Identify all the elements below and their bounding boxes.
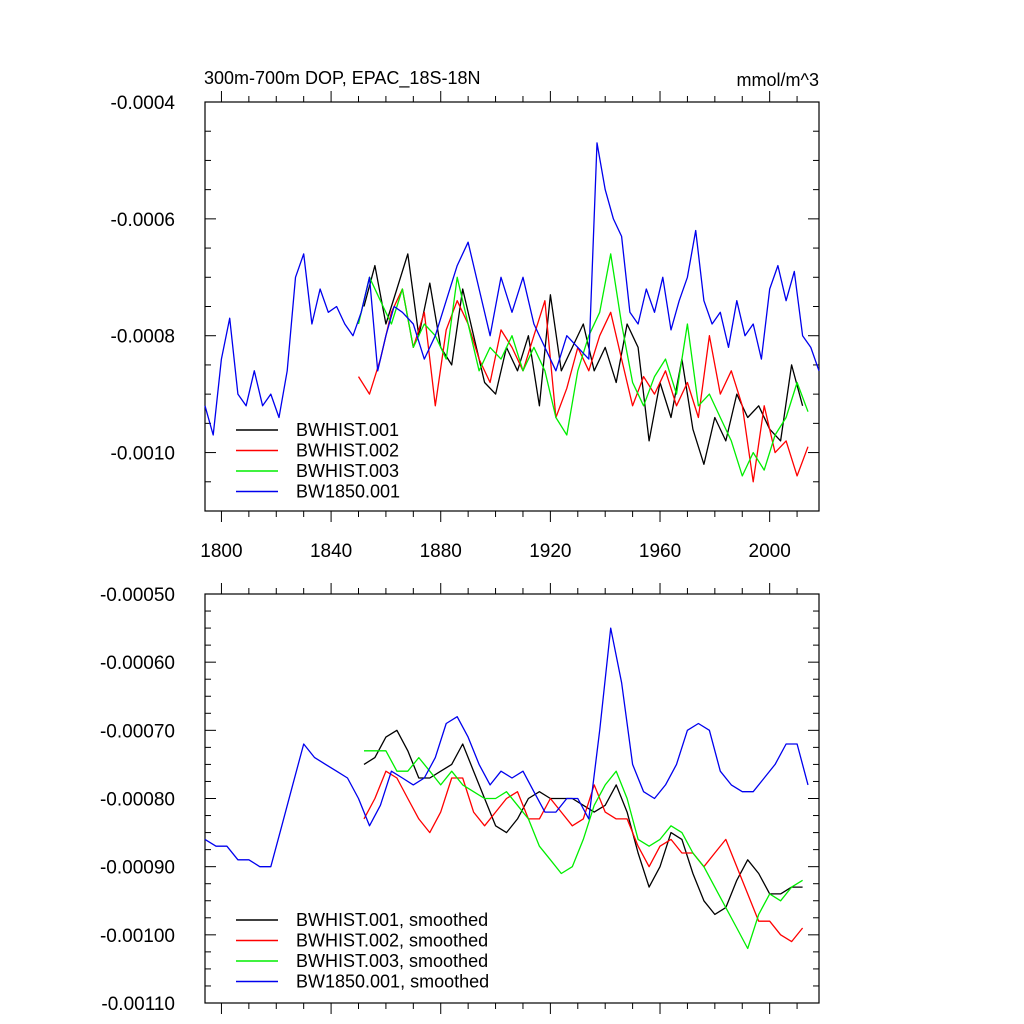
y-tick-label: -0.00090	[100, 858, 175, 879]
bottom-panel: -0.00050 -0.00060 -0.00070 -0.00080 -0.00090…	[100, 583, 820, 1015]
y-tick-label: -0.0004	[111, 93, 176, 114]
legend-label: BW1850.001	[296, 482, 400, 502]
series-line-bwhist-001	[363, 253, 804, 465]
top-panel: -0.0004 -0.0006 -0.0008 -0.0010 1800 1840 1880…	[111, 91, 820, 562]
x-tick-label: 1800	[200, 541, 242, 562]
y-tick-label: -0.00110	[101, 994, 175, 1015]
legend-label: BWHIST.003, smoothed	[296, 951, 488, 971]
x-tick-label: 1880	[420, 541, 462, 562]
series-line-bwhist-003	[357, 253, 809, 477]
legend-label: BWHIST.001	[296, 420, 399, 440]
x-tick-label: 1920	[529, 541, 571, 562]
y-tick-label: -0.0008	[111, 327, 175, 348]
y-tick-label: -0.00050	[100, 585, 175, 606]
legend-label: BWHIST.002	[296, 441, 399, 461]
series-line-bw1850-001-smoothed	[204, 627, 809, 868]
series-line-bwhist-001-smoothed	[363, 729, 803, 916]
legend-label: BWHIST.001, smoothed	[296, 910, 488, 930]
y-tick-label: -0.00100	[100, 926, 175, 947]
legend-label: BWHIST.002, smoothed	[296, 931, 488, 951]
y-tick-label: -0.00080	[100, 790, 175, 811]
y-tick-label: -0.00060	[100, 653, 175, 674]
legend-label: BW1850.001, smoothed	[296, 972, 489, 992]
legend-label: BWHIST.003	[296, 461, 399, 481]
chart-title: 300m-700m DOP, EPAC_18S-18N	[204, 68, 480, 89]
series-line-bw1850-001	[204, 142, 820, 436]
x-tick-label: 1960	[639, 541, 681, 562]
y-tick-label: -0.0010	[111, 444, 175, 465]
series-line-bwhist-002-smoothed	[363, 770, 804, 943]
x-tick-label: 2000	[749, 541, 791, 562]
series-line-bwhist-002	[357, 288, 809, 483]
series-line-bwhist-003-smoothed	[364, 750, 803, 950]
y-tick-label: -0.00070	[100, 721, 175, 742]
units-label: mmol/m^3	[737, 70, 819, 90]
x-tick-label: 1840	[310, 541, 352, 562]
y-tick-label: -0.0006	[111, 210, 175, 231]
